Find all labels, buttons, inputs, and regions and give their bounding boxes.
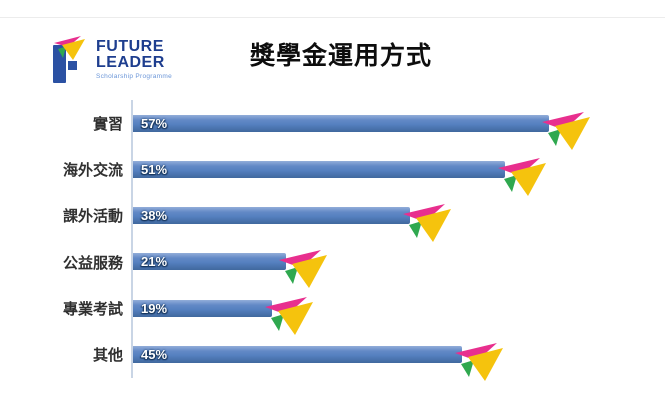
logo-subtitle: Scholarship Programme bbox=[96, 73, 173, 80]
chart-row: 課外活動 38% bbox=[0, 193, 640, 243]
chart-row: 其他 45% bbox=[0, 331, 640, 382]
chart-row: 專業考試 19% bbox=[0, 285, 640, 335]
paper-plane-icon bbox=[542, 111, 590, 150]
category-label: 專業考試 bbox=[62, 300, 123, 318]
paper-plane-icon bbox=[265, 296, 313, 335]
category-label: 海外交流 bbox=[62, 161, 123, 179]
category-label: 其他 bbox=[92, 347, 123, 365]
bar: 19% bbox=[133, 299, 272, 317]
value-label: 51% bbox=[141, 161, 168, 177]
bar: 51% bbox=[133, 160, 505, 178]
value-label: 19% bbox=[141, 300, 168, 316]
logo: FUTURE LEADER Scholarship Programme bbox=[50, 33, 172, 85]
future-leader-logo-icon bbox=[53, 36, 85, 83]
paper-plane-icon bbox=[403, 204, 451, 243]
logo-text: FUTURE LEADER Scholarship Programme bbox=[96, 33, 172, 81]
bar-track: 38% bbox=[133, 193, 640, 243]
value-label: 57% bbox=[141, 115, 168, 131]
bar-track: 57% bbox=[133, 100, 640, 150]
chart-rows: 實習 57% 海外交流 51% 課外活動 bbox=[0, 100, 640, 382]
bar-track: 45% bbox=[133, 331, 640, 382]
paper-plane-icon bbox=[279, 250, 327, 289]
bar-track: 19% bbox=[133, 285, 640, 335]
bar: 57% bbox=[133, 114, 549, 132]
bar: 38% bbox=[133, 207, 410, 225]
paper-plane-icon bbox=[498, 157, 546, 196]
top-divider bbox=[0, 17, 665, 18]
value-label: 21% bbox=[141, 254, 168, 270]
chart-row: 海外交流 51% bbox=[0, 146, 640, 196]
y-axis-line bbox=[131, 100, 133, 378]
category-label: 課外活動 bbox=[62, 208, 123, 226]
bar-track: 21% bbox=[133, 239, 640, 289]
value-label: 38% bbox=[141, 208, 168, 224]
logo-line2: LEADER bbox=[96, 54, 165, 71]
category-label: 實習 bbox=[92, 115, 123, 133]
bar: 21% bbox=[133, 253, 286, 271]
chart-row: 公益服務 21% bbox=[0, 239, 640, 289]
category-label: 公益服務 bbox=[62, 254, 123, 272]
logo-line1: FUTURE bbox=[96, 38, 164, 55]
paper-plane-icon bbox=[455, 343, 503, 382]
bar-track: 51% bbox=[133, 146, 640, 196]
chart-title: 獎學金運用方式 bbox=[250, 42, 433, 70]
value-label: 45% bbox=[141, 347, 168, 363]
chart-row: 實習 57% bbox=[0, 100, 640, 150]
bar: 45% bbox=[133, 346, 462, 364]
